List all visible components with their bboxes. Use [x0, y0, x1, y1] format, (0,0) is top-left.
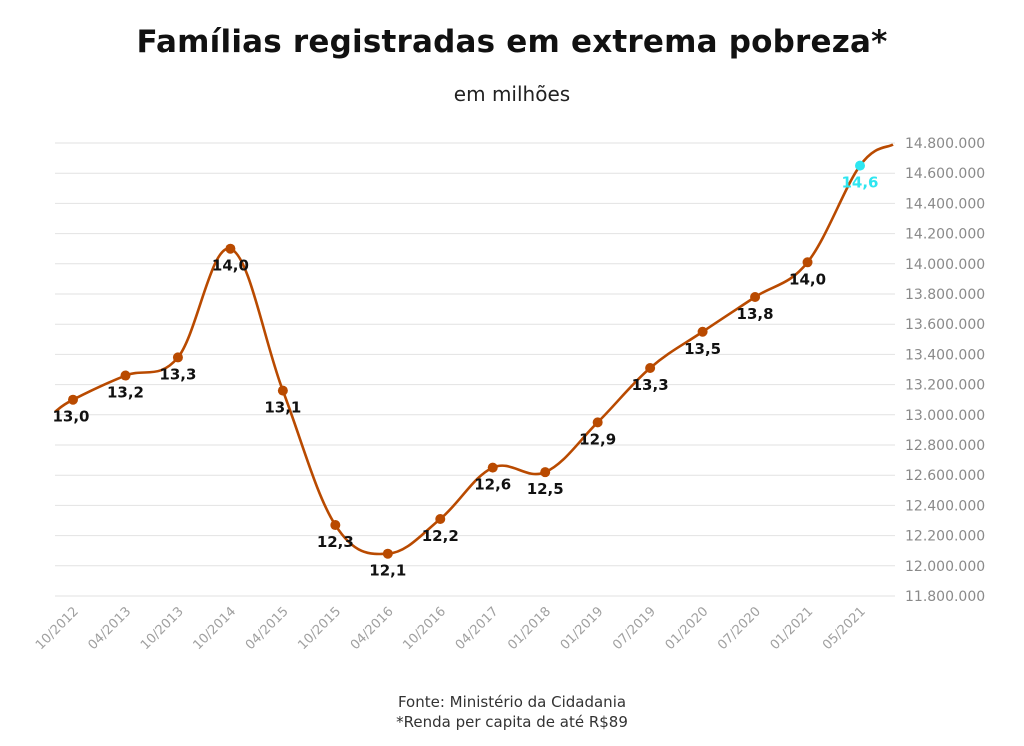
data-labels: 13,0 13,2 13,3 14,0 13,1 12,3 12,1 12,2 12,6 12,5…: [52, 174, 878, 580]
y-tick-label: 14.400.000: [905, 196, 985, 212]
y-tick-label: 12.400.000: [905, 498, 985, 514]
data-label: 13,1: [264, 399, 301, 417]
x-tick-label: 04/2016: [348, 604, 397, 653]
data-point: [697, 326, 708, 337]
x-tick-label: 07/2019: [610, 604, 659, 653]
data-label: 12,5: [527, 480, 564, 498]
data-point: [172, 352, 183, 363]
y-tick-label: 13.400.000: [905, 347, 985, 363]
chart-title: Famílias registradas em extrema pobreza*: [136, 24, 888, 60]
y-tick-label: 13.800.000: [905, 287, 985, 303]
data-label: 14,6: [841, 174, 878, 192]
x-axis-ticks: 10/2012 04/2013 10/2013 10/2014 04/2015 10/20…: [33, 604, 869, 653]
y-tick-label: 12.800.000: [905, 438, 985, 454]
x-tick-label: 10/2014: [190, 604, 239, 653]
x-tick-label: 01/2021: [768, 604, 817, 653]
data-point: [435, 513, 446, 524]
y-tick-label: 14.800.000: [905, 136, 985, 152]
data-point: [330, 520, 341, 531]
y-tick-label: 11.800.000: [905, 589, 985, 605]
data-label: 12,1: [369, 562, 406, 580]
data-point: [750, 292, 761, 303]
y-tick-label: 13.600.000: [905, 317, 985, 333]
y-tick-label: 14.000.000: [905, 257, 985, 273]
y-tick-label: 12.200.000: [905, 529, 985, 545]
y-tick-label: 14.200.000: [905, 227, 985, 243]
x-tick-label: 10/2012: [33, 604, 82, 653]
grid-lines: [55, 142, 895, 597]
y-tick-label: 12.000.000: [905, 559, 985, 575]
data-label: 14,0: [212, 257, 249, 275]
x-tick-label: 01/2018: [505, 604, 554, 653]
x-tick-label: 01/2020: [663, 604, 712, 653]
footnote: *Renda per capita de até R$89: [396, 713, 628, 731]
data-label: 13,3: [159, 365, 196, 383]
data-point: [382, 548, 393, 559]
x-tick-label: 10/2013: [138, 604, 187, 653]
data-label: 13,2: [107, 384, 144, 402]
x-tick-label: 04/2017: [453, 604, 502, 653]
x-tick-label: 10/2016: [400, 604, 449, 653]
x-tick-label: 05/2021: [820, 604, 869, 653]
data-label: 14,0: [789, 270, 826, 288]
data-point: [120, 370, 131, 381]
line-chart: 11.800.000 12.000.000 12.200.000 12.400.000…: [33, 136, 985, 653]
source-note: Fonte: Ministério da Cidadania: [397, 693, 627, 711]
x-tick-label: 04/2015: [243, 604, 292, 653]
data-label: 12,9: [579, 430, 616, 448]
data-points: [68, 160, 865, 559]
x-tick-label: 04/2013: [85, 604, 134, 653]
x-tick-label: 07/2020: [715, 604, 764, 653]
x-tick-label: 10/2015: [295, 604, 344, 653]
data-point: [592, 417, 603, 428]
x-tick-label: 01/2019: [558, 604, 607, 653]
data-point: [855, 160, 865, 171]
data-label: 12,3: [317, 533, 354, 551]
data-label: 12,6: [474, 476, 511, 494]
data-point: [487, 462, 498, 473]
data-point: [225, 243, 236, 254]
data-label: 12,2: [422, 527, 459, 545]
data-label: 13,8: [737, 305, 774, 323]
y-tick-label: 13.200.000: [905, 378, 985, 394]
data-label: 13,3: [632, 376, 669, 394]
y-tick-label: 12.600.000: [905, 468, 985, 484]
data-point: [645, 362, 656, 373]
data-point: [277, 385, 288, 396]
chart-footer: Fonte: Ministério da Cidadania *Renda pe…: [0, 692, 1024, 732]
y-tick-label: 14.600.000: [905, 166, 985, 182]
data-point: [802, 257, 813, 268]
data-label: 13,5: [684, 340, 721, 358]
y-axis-ticks: 11.800.000 12.000.000 12.200.000 12.400.000…: [905, 136, 985, 605]
data-point: [540, 467, 551, 478]
chart-subtitle: em milhões: [453, 82, 571, 106]
data-label: 13,0: [52, 408, 89, 426]
y-tick-label: 13.000.000: [905, 408, 985, 424]
data-point: [68, 394, 78, 405]
